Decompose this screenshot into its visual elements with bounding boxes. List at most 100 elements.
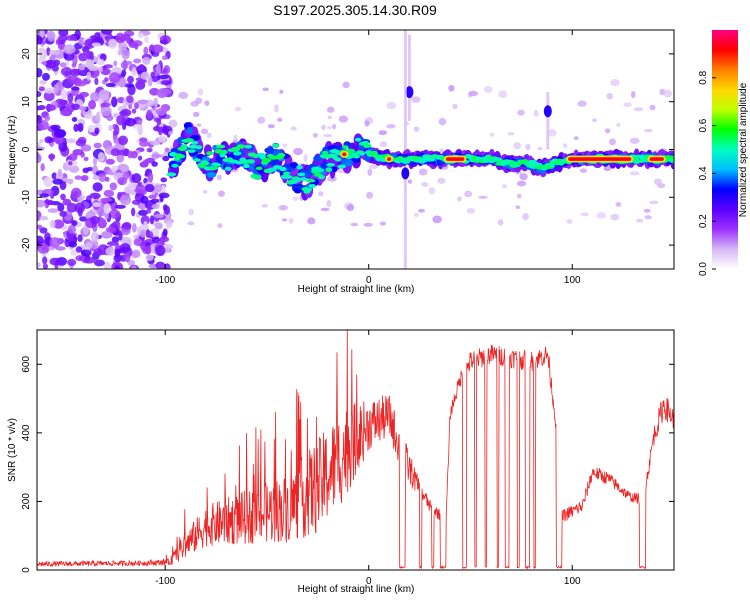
noise-blob [140,195,149,204]
noise-blob [37,114,43,125]
signal-blob [325,167,333,173]
noise-blob [58,35,68,42]
haze-blob [649,200,659,205]
noise-blob [114,265,121,269]
noise-blob [117,177,128,186]
noise-blob [153,184,162,193]
noise-blob [146,147,153,153]
haze-blob [497,219,504,226]
haze-blob [421,182,429,187]
noise-blob [59,210,68,218]
haze-blob [262,87,269,92]
noise-blob [103,261,111,269]
noise-blob [46,104,56,112]
hot-segment-core [649,157,664,161]
haze-blob [466,208,476,214]
haze-blob [643,208,651,213]
noise-blob [156,117,162,126]
noise-blob [74,202,86,214]
noise-blob [155,107,167,116]
noise-blob [100,102,111,108]
noise-blob [118,41,128,51]
signal-blob [318,175,325,180]
haze-blob [234,106,242,112]
signal-blob [195,145,203,150]
noise-blob [122,98,127,109]
haze-blob [267,124,275,129]
signal-blob [180,144,188,149]
noise-blob [152,236,161,244]
noise-blob [63,51,75,61]
noise-blob [148,194,157,199]
colorbar-tick-label: 0.4 [698,166,709,180]
haze-blob [368,164,379,170]
noise-blob [127,182,137,191]
signal-blob [322,150,329,155]
haze-blob [629,137,640,144]
haze-blob [616,122,621,127]
haze-blob [573,136,579,140]
noise-blob [72,148,84,156]
colorbar: 0.0 0.2 0.4 0.6 0.8 Normalized spectral ampl… [698,30,749,276]
noise-blob [162,228,168,237]
signal-blob [261,158,272,163]
y-tick-label: 600 [21,356,32,373]
noise-blob [103,140,109,147]
noise-blob [133,238,143,246]
noise-blob [46,47,51,56]
noise-blob [122,222,132,230]
haze-blob [232,139,238,144]
haze-blob [327,175,337,182]
x-tick-label: 0 [366,275,372,286]
noise-blob [93,259,105,267]
noise-blob [108,38,118,49]
noise-blob [68,241,78,248]
noise-blob [111,236,120,243]
haze-blob [633,107,644,112]
haze-blob [522,213,529,221]
noise-blob [65,35,77,41]
noise-blob [151,44,164,54]
haze-blob [321,124,326,130]
x-tick-label: -100 [155,275,175,286]
noise-blob [113,60,118,67]
noise-blob [131,249,141,258]
haze-blob [293,147,303,156]
noise-blob [54,129,66,138]
side-feature-streak [546,92,550,150]
noise-blob [134,184,147,194]
haze-blob [608,138,616,146]
noise-blob [115,204,126,209]
haze-blob [498,90,508,98]
haze-blob [489,132,495,137]
noise-blob [90,231,99,243]
noise-blob [166,83,172,90]
noise-blob [128,104,133,110]
spectrogram-y-label: Frequency (Hz) [7,116,18,185]
haze-blob [432,215,442,224]
haze-blob [644,129,653,133]
y-tick-label: 0 [21,567,32,573]
haze-blob [606,92,614,100]
signal-blob [363,143,372,148]
haze-blob [603,165,612,172]
noise-blob [58,30,69,37]
haze-blob [418,168,428,176]
haze-blob [278,204,288,211]
noise-blob [137,32,144,39]
y-tick-label: 20 [21,48,32,60]
noise-blob [153,97,158,108]
noise-blob [37,224,43,230]
signal-blob [289,162,299,169]
haze-blob [386,101,397,110]
noise-blob [73,123,79,132]
noise-blob [147,172,154,184]
noise-blob [144,184,155,193]
noise-blob [75,246,83,253]
haze-blob [610,213,620,221]
haze-blob [292,196,299,202]
noise-blob [67,224,77,234]
signal-blob [326,163,335,167]
haze-blob [517,109,525,116]
